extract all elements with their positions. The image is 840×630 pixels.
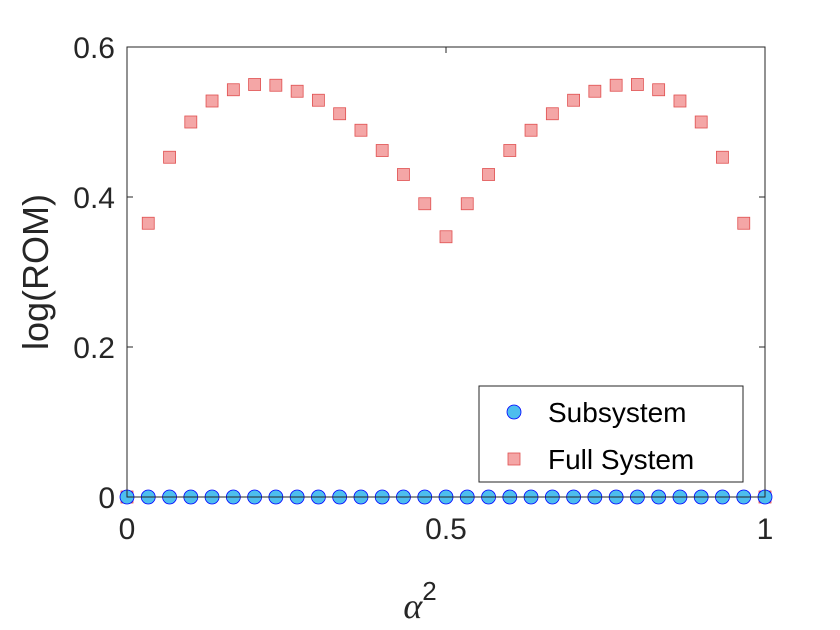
y-tick-label: 0.4 bbox=[73, 182, 115, 215]
data-point-full-system bbox=[716, 150, 729, 164]
data-point-full-system bbox=[397, 168, 410, 181]
data-point-full-system bbox=[439, 230, 453, 244]
x-tick-label: 0.5 bbox=[425, 513, 467, 546]
y-tick-label: 0 bbox=[98, 482, 115, 515]
x-axis-label-superscript: 2 bbox=[422, 576, 436, 606]
data-point-full-system bbox=[652, 83, 666, 97]
plot-frame bbox=[126, 46, 766, 498]
data-point-full-system bbox=[375, 144, 389, 157]
data-point-full-system bbox=[248, 78, 262, 91]
data-point-full-system bbox=[269, 78, 283, 92]
data-point-full-system bbox=[737, 216, 751, 230]
data-point-full-system bbox=[418, 197, 432, 211]
data-point-full-system bbox=[631, 78, 644, 91]
data-point-full-system bbox=[503, 144, 517, 157]
data-point-full-system bbox=[609, 78, 623, 92]
data-point-full-system bbox=[184, 115, 198, 129]
data-point-full-system bbox=[163, 150, 176, 164]
legend-marker-full-system bbox=[507, 452, 521, 466]
data-point-full-system bbox=[482, 168, 495, 181]
data-point-full-system bbox=[226, 83, 240, 97]
x-axis-label-base: α bbox=[403, 586, 423, 626]
y-tick-label: 0.2 bbox=[73, 332, 115, 365]
data-point-full-system bbox=[333, 107, 347, 121]
x-tick-label: 1 bbox=[757, 513, 774, 546]
x-tick-label: 0 bbox=[119, 513, 136, 546]
data-point-full-system bbox=[141, 216, 155, 230]
data-point-full-system bbox=[524, 123, 538, 137]
y-tick-label: 0.6 bbox=[73, 32, 115, 65]
data-point-full-system bbox=[673, 94, 687, 108]
legend-marker-subsystem bbox=[506, 404, 522, 420]
data-point-full-system bbox=[311, 93, 325, 107]
data-point-full-system bbox=[290, 84, 304, 98]
legend-label-subsystem: Subsystem bbox=[548, 397, 687, 428]
data-point-full-system bbox=[545, 107, 559, 121]
data-point-full-system bbox=[567, 93, 580, 107]
data-point-full-system bbox=[460, 197, 474, 211]
data-point-full-system bbox=[588, 84, 602, 98]
series-full-system bbox=[120, 78, 772, 504]
legend: Subsystem Full System bbox=[478, 385, 744, 483]
y-axis-label: log(ROM) bbox=[15, 194, 56, 350]
data-point-full-system bbox=[205, 94, 219, 108]
x-axis-label: α2 bbox=[403, 576, 436, 626]
data-point-full-system bbox=[694, 115, 708, 129]
legend-box bbox=[478, 385, 744, 483]
data-point-full-system bbox=[354, 123, 368, 137]
legend-label-full-system: Full System bbox=[548, 444, 694, 475]
ticks: 0 0.5 1 0 0.2 0.4 0.6 bbox=[73, 32, 773, 546]
